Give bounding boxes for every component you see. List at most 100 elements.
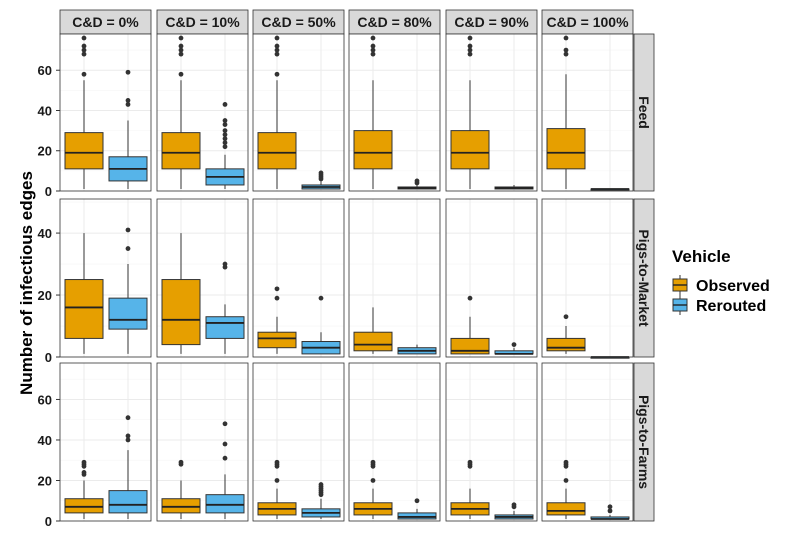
y-tick-label: 40 <box>38 103 52 118</box>
row-strip <box>633 362 655 522</box>
panel-border <box>348 33 441 192</box>
panel-border <box>445 198 538 358</box>
panel-background <box>446 363 537 521</box>
outlier-point <box>274 51 280 57</box>
box-iqr <box>546 337 586 352</box>
outlier-point <box>81 43 87 49</box>
outlier-point <box>222 136 228 142</box>
box-iqr <box>64 132 104 170</box>
box-iqr <box>353 331 393 352</box>
outlier-point <box>222 441 228 447</box>
column-strip <box>252 9 345 35</box>
panel-background <box>542 363 633 521</box>
row-strip-label: Feed <box>636 96 652 129</box>
y-tick-label: 20 <box>38 473 52 488</box>
panel-border <box>59 198 152 358</box>
column-strip-label: C&D = 50% <box>261 14 336 30</box>
box-iqr <box>64 279 104 339</box>
outlier-point <box>222 102 228 107</box>
column-strip-label: C&D = 100% <box>546 14 629 30</box>
row-strip-label: Pigs-to-Market <box>636 229 652 327</box>
outlier-point <box>563 314 569 320</box>
outlier-point <box>467 51 473 57</box>
outlier-point <box>274 459 280 465</box>
outlier-point <box>81 469 87 475</box>
column-strip <box>541 9 634 35</box>
outlier-point <box>125 437 131 443</box>
outlier-point <box>178 459 184 465</box>
panel-background <box>446 199 537 357</box>
outlier-point <box>414 498 420 504</box>
panel-border <box>445 362 538 522</box>
outlier-point <box>274 43 280 49</box>
y-tick-label: 20 <box>38 144 52 159</box>
box-iqr <box>546 128 586 170</box>
outlier-point <box>318 295 324 301</box>
y-tick-label: 0 <box>45 184 52 199</box>
outlier-point <box>370 478 376 483</box>
panel-border <box>445 33 538 192</box>
outlier-point <box>318 170 324 176</box>
row-strip <box>633 33 655 192</box>
legend-label: Observed <box>696 278 770 295</box>
panel-border <box>156 33 249 192</box>
column-strip <box>59 9 152 35</box>
outlier-point <box>370 35 376 41</box>
panel-border <box>348 198 441 358</box>
column-strip-label: C&D = 0% <box>72 14 139 30</box>
y-tick-label: 0 <box>45 350 52 365</box>
box-iqr <box>257 132 297 170</box>
panel-background <box>542 199 633 357</box>
box-iqr <box>546 502 586 516</box>
box-iqr <box>353 130 393 170</box>
outlier-point <box>125 227 131 233</box>
outlier-point <box>222 128 228 134</box>
panel-background <box>253 363 344 521</box>
legend-title: Vehicle <box>672 247 731 266</box>
outlier-point <box>467 47 473 53</box>
outlier-point <box>222 132 228 138</box>
outlier-point <box>274 35 280 41</box>
panel-border <box>348 362 441 522</box>
panel-border <box>59 362 152 522</box>
outlier-point <box>81 51 87 57</box>
outlier-point <box>467 35 473 41</box>
column-strip-label: C&D = 10% <box>165 14 240 30</box>
outlier-point <box>563 51 569 57</box>
outlier-point <box>125 246 131 251</box>
panel-background <box>349 363 440 521</box>
outlier-point <box>511 502 517 508</box>
panel-border <box>252 198 345 358</box>
outlier-point <box>274 478 280 483</box>
outlier-point <box>178 35 184 41</box>
box-iqr <box>161 132 201 170</box>
panel-border <box>156 362 249 522</box>
panel-border <box>156 198 249 358</box>
panel-border <box>252 362 345 522</box>
outlier-point <box>370 51 376 57</box>
y-tick-label: 40 <box>38 226 52 241</box>
box-iqr <box>161 279 201 346</box>
outlier-point <box>178 43 184 49</box>
outlier-point <box>467 295 473 301</box>
outlier-point <box>274 71 280 77</box>
outlier-point <box>274 286 280 292</box>
outlier-point <box>222 122 228 127</box>
legend-label: Rerouted <box>696 298 766 315</box>
outlier-point <box>370 47 376 53</box>
outlier-point <box>274 295 280 301</box>
box-iqr <box>397 512 437 520</box>
y-tick-label: 40 <box>38 433 52 448</box>
row-strip-label: Pigs-to-Farms <box>636 395 652 489</box>
outlier-point <box>125 69 131 75</box>
box-iqr <box>108 297 148 330</box>
outlier-point <box>563 35 569 41</box>
panel-background <box>253 199 344 357</box>
outlier-point <box>563 459 569 465</box>
panel-border <box>541 198 634 358</box>
box-iqr <box>205 494 245 514</box>
outlier-point <box>222 144 228 150</box>
outlier-point <box>607 508 613 514</box>
